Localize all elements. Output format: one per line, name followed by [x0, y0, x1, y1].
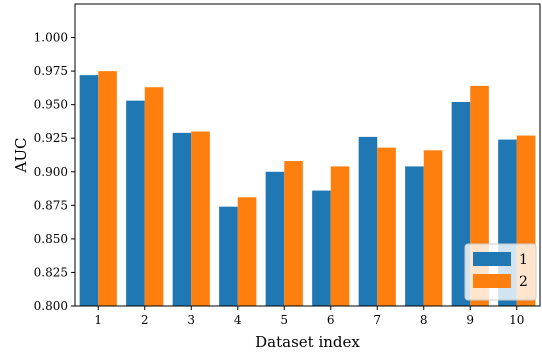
bar-series2-dataset-8 [423, 150, 443, 306]
x-tick-label: 4 [234, 313, 242, 327]
y-axis: 0.800 0.825 0.850 0.875 0.900 0.925 0.950 0.975… [34, 31, 75, 313]
bar-series2-dataset-6 [330, 166, 350, 306]
bar-series2-dataset-3 [191, 131, 210, 306]
bar-series1-dataset-2 [126, 100, 145, 306]
legend-swatch-1 [473, 252, 511, 266]
x-tick-label: 10 [509, 313, 524, 327]
plot-frame [74, 3, 541, 307]
legend: 12 [464, 243, 537, 301]
x-tick-label: 2 [141, 313, 149, 327]
bar-series1-dataset-5 [265, 171, 285, 306]
x-tick-label: 7 [373, 313, 381, 327]
y-tick-label: 0.900 [34, 165, 68, 179]
bar-series2-dataset-7 [377, 147, 396, 306]
y-tick-label: 0.875 [34, 198, 68, 212]
x-tick-label: 3 [187, 313, 195, 327]
bar-series2-dataset-4 [237, 197, 257, 306]
legend-swatch-2 [473, 274, 511, 288]
legend-label: 1 [519, 252, 528, 268]
y-tick-label: 0.800 [34, 299, 68, 313]
y-tick-label: 0.850 [34, 232, 68, 246]
x-tick-label: 1 [94, 313, 102, 327]
bars-group [79, 71, 536, 307]
y-tick-label: 1.000 [34, 31, 68, 45]
x-tick-label: 6 [327, 313, 335, 327]
bar-series2-dataset-5 [284, 161, 303, 306]
bar-series1-dataset-7 [358, 136, 378, 306]
y-tick-label: 0.975 [34, 64, 68, 78]
x-tick-label: 5 [280, 313, 288, 327]
bar-series1-dataset-1 [79, 75, 99, 306]
x-tick-label: 9 [466, 313, 474, 327]
bar-series2-dataset-2 [144, 87, 164, 307]
y-tick-label: 0.825 [34, 265, 68, 279]
bar-series1-dataset-4 [219, 206, 238, 306]
x-tick-label: 8 [420, 313, 428, 327]
y-tick-label: 0.950 [34, 98, 68, 112]
y-tick-label: 0.925 [34, 131, 68, 145]
x-axis-label: Dataset index [255, 333, 360, 351]
bar-series1-dataset-3 [172, 132, 192, 306]
x-axis: 1 2 3 4 5 6 7 8 9 10 [94, 306, 524, 327]
y-axis-label: AUC [12, 138, 30, 174]
bar-series1-dataset-6 [312, 190, 331, 306]
bar-series1-dataset-8 [405, 166, 424, 306]
bar-series2-dataset-1 [98, 71, 117, 306]
legend-label: 2 [519, 274, 528, 290]
